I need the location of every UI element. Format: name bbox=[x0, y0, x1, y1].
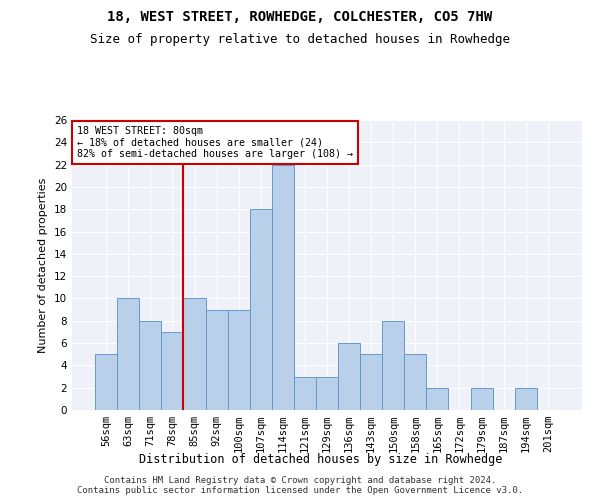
Bar bbox=[360, 354, 382, 410]
Bar bbox=[272, 164, 294, 410]
Bar bbox=[338, 343, 360, 410]
Bar bbox=[161, 332, 184, 410]
Bar bbox=[515, 388, 537, 410]
Bar bbox=[95, 354, 117, 410]
Bar bbox=[184, 298, 206, 410]
Bar bbox=[316, 376, 338, 410]
Text: Distribution of detached houses by size in Rowhedge: Distribution of detached houses by size … bbox=[139, 452, 503, 466]
Bar bbox=[250, 209, 272, 410]
Bar bbox=[117, 298, 139, 410]
Bar bbox=[206, 310, 227, 410]
Bar bbox=[227, 310, 250, 410]
Text: 18 WEST STREET: 80sqm
← 18% of detached houses are smaller (24)
82% of semi-deta: 18 WEST STREET: 80sqm ← 18% of detached … bbox=[77, 126, 353, 159]
Bar bbox=[139, 321, 161, 410]
Bar bbox=[404, 354, 427, 410]
Bar bbox=[294, 376, 316, 410]
Text: 18, WEST STREET, ROWHEDGE, COLCHESTER, CO5 7HW: 18, WEST STREET, ROWHEDGE, COLCHESTER, C… bbox=[107, 10, 493, 24]
Y-axis label: Number of detached properties: Number of detached properties bbox=[38, 178, 49, 352]
Text: Contains HM Land Registry data © Crown copyright and database right 2024.
Contai: Contains HM Land Registry data © Crown c… bbox=[77, 476, 523, 495]
Bar bbox=[427, 388, 448, 410]
Bar bbox=[470, 388, 493, 410]
Bar bbox=[382, 321, 404, 410]
Text: Size of property relative to detached houses in Rowhedge: Size of property relative to detached ho… bbox=[90, 32, 510, 46]
